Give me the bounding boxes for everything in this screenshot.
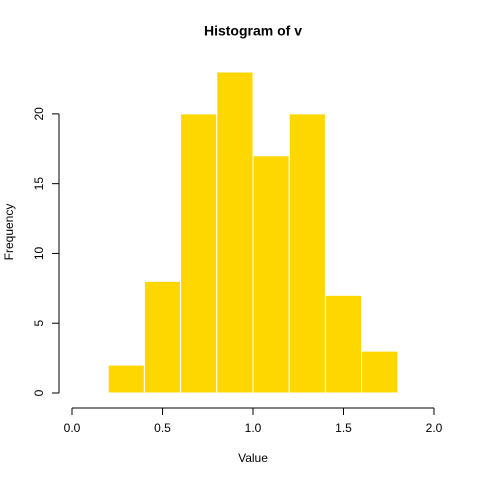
bar xyxy=(107,364,145,394)
bar xyxy=(324,294,363,394)
x-tick-label: 1.0 xyxy=(245,421,262,435)
x-tick-label: 1.5 xyxy=(335,421,352,435)
chart-title: Histogram of v xyxy=(204,23,302,39)
bar xyxy=(143,280,182,394)
x-tick-label: 2.0 xyxy=(426,421,443,435)
bar xyxy=(180,113,218,394)
x-tick-label: 0.0 xyxy=(64,421,81,435)
y-tick-label: 5 xyxy=(32,320,46,327)
bar xyxy=(252,155,290,394)
y-tick-label: 10 xyxy=(32,246,46,260)
bar xyxy=(216,71,254,394)
bar xyxy=(288,113,326,394)
bar xyxy=(361,350,399,394)
y-axis-label: Frequency xyxy=(2,204,16,261)
x-axis-label: Value xyxy=(238,451,268,465)
x-tick-label: 0.5 xyxy=(154,421,171,435)
y-tick-label: 15 xyxy=(32,177,46,191)
y-tick-label: 20 xyxy=(32,107,46,121)
y-tick-label: 0 xyxy=(32,389,46,396)
